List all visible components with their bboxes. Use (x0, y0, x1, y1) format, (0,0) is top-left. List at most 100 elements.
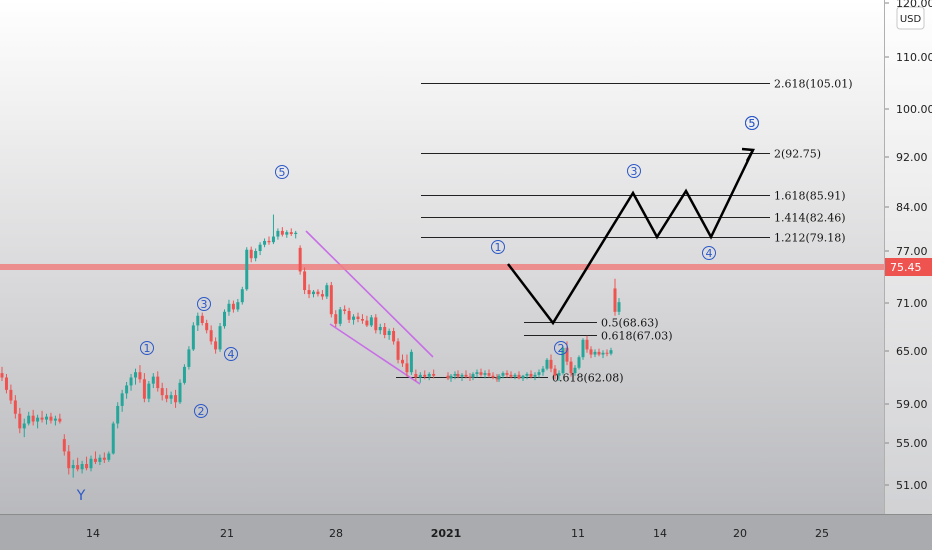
time-axis-bg[interactable] (0, 514, 932, 550)
wave-circle (197, 297, 211, 311)
candle-body (374, 317, 378, 331)
candle-body (343, 309, 347, 311)
candle-body (392, 331, 396, 342)
wave-label: 5 (749, 117, 756, 130)
price-tick-label: 65.00 (896, 345, 928, 358)
candle-body (22, 423, 26, 429)
candle-body (31, 415, 35, 422)
candle-body (129, 377, 133, 386)
wave-circle (745, 116, 759, 130)
price-axis-bg[interactable] (884, 0, 932, 514)
candle-body (613, 288, 617, 312)
currency-label: USD (900, 14, 922, 25)
candle-body (289, 232, 293, 235)
time-tick-label: 14 (653, 527, 667, 540)
price-level-band[interactable] (0, 264, 884, 270)
candle-body (601, 352, 605, 355)
price-tick-label: 110.00 (896, 51, 932, 64)
candle-body (276, 230, 280, 237)
candle-body (329, 285, 333, 315)
candle-body (93, 458, 97, 462)
fib-lines: 2.618(105.01) 2(92.75) 1.618(85.91) 1.414(8… (396, 78, 853, 385)
candle-body (254, 251, 258, 259)
candle-body (307, 290, 311, 295)
candle-body (525, 373, 529, 376)
fib-label: 2(92.75) (774, 148, 821, 161)
price-tick-label: 59.00 (896, 398, 928, 411)
candle-body (116, 405, 120, 424)
wave-label: 2 (558, 342, 565, 355)
candle-body (209, 330, 213, 342)
candle-body (471, 373, 475, 378)
candle-body (205, 323, 209, 331)
candle-body (236, 302, 240, 310)
candle-body (360, 319, 364, 321)
wave-label: 4 (228, 348, 235, 361)
candle-body (401, 359, 404, 364)
wave-label: 4 (706, 247, 713, 260)
candle-body (460, 374, 464, 377)
candle-body (160, 388, 164, 396)
wave-label: 5 (279, 166, 286, 179)
wave-label-y: Y (76, 488, 86, 504)
candle-body (58, 418, 62, 422)
candle-body (303, 271, 307, 291)
price-tick-label: 120.00 (896, 0, 932, 10)
projection-zigzag[interactable] (507, 149, 755, 326)
price-tick-label: 71.00 (896, 297, 928, 310)
time-tick-label: 11 (571, 527, 585, 540)
time-axis: 14 21 28 2021 11 14 20 25 (0, 514, 932, 550)
candle-body (577, 357, 581, 368)
candle-body (581, 339, 585, 358)
candle-body (491, 375, 495, 378)
candle-body (573, 367, 577, 374)
candle-body (423, 374, 427, 377)
candle-body (468, 376, 472, 378)
candle-body (483, 373, 487, 375)
candle-body (258, 244, 262, 251)
candle-body (227, 303, 231, 312)
candle-body (120, 393, 124, 406)
time-tick-label: 21 (220, 527, 234, 540)
candle-body (218, 326, 222, 350)
candle-body (509, 374, 513, 377)
candle-body (263, 240, 267, 245)
candle-body (76, 465, 80, 470)
candle-body (107, 453, 111, 460)
candle-body (151, 376, 155, 384)
current-price-badge[interactable] (885, 258, 932, 276)
candle-body (418, 374, 422, 378)
candle-body (214, 341, 218, 350)
candle-body (396, 341, 400, 360)
candle-body (521, 375, 525, 379)
candle-body (356, 316, 360, 319)
price-level-line (0, 264, 884, 270)
channel-upper-line[interactable] (305, 230, 434, 358)
candle-body (414, 373, 418, 378)
candle-body (427, 373, 431, 377)
candle-body (405, 363, 409, 373)
candle-body (285, 232, 289, 235)
price-tick-label: 100.00 (896, 103, 932, 116)
candle-body (316, 291, 320, 295)
time-tick-label: 28 (329, 527, 343, 540)
candle-body (178, 382, 182, 403)
candle-body (479, 372, 483, 375)
candle-body (549, 359, 553, 369)
candle-body (271, 236, 275, 243)
candle-body (280, 230, 284, 235)
wave-label: 1 (144, 342, 151, 355)
wave-circle (702, 246, 716, 260)
channel-lower-line[interactable] (329, 323, 421, 385)
candle-body (142, 379, 146, 399)
wave-label: 2 (198, 405, 205, 418)
candle-body (513, 374, 517, 377)
currency-badge[interactable] (896, 6, 925, 30)
price-tick-label: 92.00 (896, 151, 928, 164)
candle-body (174, 395, 178, 403)
candle-body (36, 417, 40, 422)
candle-body (432, 373, 436, 376)
